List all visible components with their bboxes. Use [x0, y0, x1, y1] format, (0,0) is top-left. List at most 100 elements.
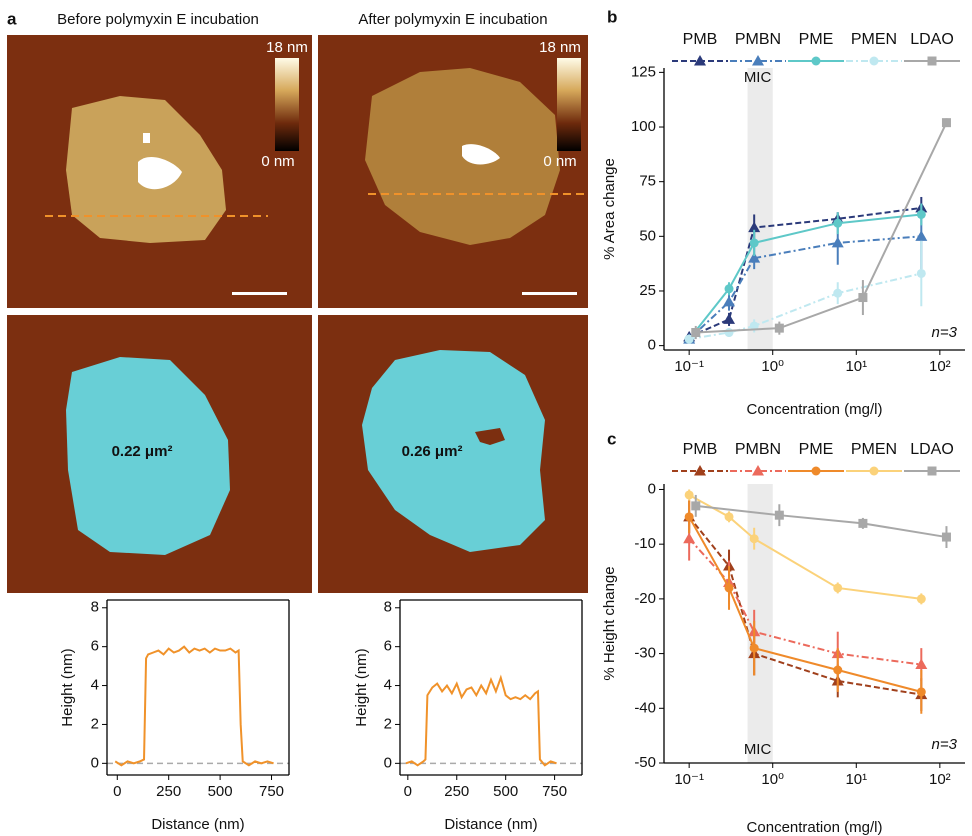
series-line [695, 122, 948, 334]
x-tick-label: 10¹ [845, 771, 867, 788]
y-tick-label: 125 [631, 63, 656, 80]
y-tick-label: 100 [631, 118, 656, 135]
marker [683, 532, 696, 544]
y-tick-label: 50 [639, 227, 656, 244]
series-line [688, 213, 922, 340]
marker [941, 118, 951, 128]
marker [941, 532, 951, 542]
mic-band [747, 68, 773, 350]
y-tick-label: 4 [91, 677, 99, 694]
note: n=3 [932, 324, 958, 341]
marker [869, 466, 879, 476]
series-line [688, 206, 922, 338]
marker [833, 583, 843, 593]
colorbar-label: 0 nm [543, 153, 576, 170]
marker [684, 512, 694, 522]
x-tick-label: 250 [444, 783, 469, 800]
series-line [405, 674, 557, 767]
legend-label: PMB [683, 441, 718, 458]
x-tick-label: 0 [113, 783, 121, 800]
series-line [688, 538, 922, 666]
x-tick-label: 750 [542, 783, 567, 800]
x-axis-label: Concentration (mg/l) [747, 819, 883, 836]
panel-label: a [7, 9, 17, 28]
afm-image: 18 nm 0 nm [318, 35, 588, 308]
marker [723, 313, 736, 324]
marker [833, 288, 843, 298]
y-tick-label: -50 [634, 754, 656, 771]
marker [749, 534, 759, 544]
marker [831, 236, 844, 248]
legend-label: PME [799, 441, 834, 458]
image-title: After polymyxin E incubation [358, 11, 547, 28]
colorbar-label: 0 nm [261, 153, 294, 170]
y-axis-label: Height (nm) [59, 648, 76, 726]
marker [694, 55, 706, 66]
y-tick-label: 0 [648, 480, 656, 497]
marker [752, 55, 764, 66]
area-label: 0.22 μm² [112, 443, 173, 460]
y-tick-label: 0 [384, 754, 392, 771]
marker [748, 221, 761, 233]
mask-image: 0.22 μm² [7, 315, 312, 593]
legend-label: PMBN [735, 31, 781, 48]
marker [749, 238, 759, 248]
marker [774, 510, 784, 520]
series-line [688, 235, 922, 340]
marker [774, 323, 784, 333]
marker [927, 466, 937, 476]
marker [811, 466, 821, 476]
marker [927, 56, 937, 66]
marker [916, 594, 926, 604]
x-tick-label: 750 [259, 783, 284, 800]
y-axis-label: Height (nm) [353, 648, 370, 726]
afm-image: 18 nm 0 nm [7, 35, 312, 308]
panel-label: b [607, 7, 617, 26]
marker [915, 230, 928, 241]
marker [723, 295, 736, 307]
y-tick-label: 2 [384, 715, 392, 732]
y-tick-label: 2 [91, 715, 99, 732]
band-label: MIC [744, 69, 772, 86]
y-tick-label: 0 [91, 754, 99, 771]
marker [749, 321, 759, 331]
y-tick-label: 75 [639, 173, 656, 190]
band-label: MIC [744, 741, 772, 758]
legend-label: PMEN [851, 441, 897, 458]
marker [691, 501, 701, 511]
series-line [688, 516, 922, 693]
marker [858, 293, 868, 303]
x-tick-label: 10¹ [845, 358, 867, 375]
marker [694, 465, 706, 476]
note: n=3 [932, 736, 958, 753]
legend-label: PME [799, 31, 834, 48]
y-tick-label: 4 [384, 677, 392, 694]
y-tick-label: 25 [639, 282, 656, 299]
y-tick-label: 8 [384, 599, 392, 616]
legend-label: PMEN [851, 31, 897, 48]
x-tick-label: 10² [929, 771, 951, 788]
series-line [688, 516, 922, 696]
y-tick-label: 8 [91, 599, 99, 616]
marker [858, 518, 868, 528]
image-title: Before polymyxin E incubation [57, 11, 259, 28]
marker [724, 583, 734, 593]
marker [724, 512, 734, 522]
y-axis-label: % Height change [601, 566, 618, 680]
marker [869, 56, 879, 66]
y-tick-label: -20 [634, 590, 656, 607]
y-tick-label: -40 [634, 699, 656, 716]
marker [915, 658, 928, 670]
legend-label: LDAO [910, 441, 954, 458]
x-tick-label: 500 [208, 783, 233, 800]
marker [749, 643, 759, 653]
marker [691, 328, 701, 338]
y-tick-label: -10 [634, 535, 656, 552]
x-axis-label: Concentration (mg/l) [747, 401, 883, 418]
y-tick-label: 0 [648, 337, 656, 354]
legend-label: PMBN [735, 441, 781, 458]
y-tick-label: -30 [634, 645, 656, 662]
x-tick-label: 10⁻¹ [674, 358, 704, 375]
marker [684, 490, 694, 500]
